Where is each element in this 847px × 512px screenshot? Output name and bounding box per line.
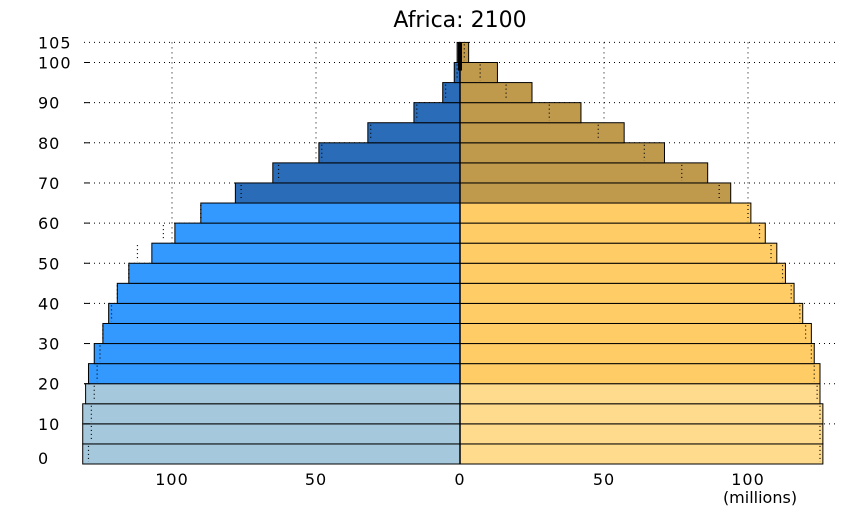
y-tick-label: 70 [38,174,60,193]
male-bar [234,182,461,204]
male-bar [82,423,461,445]
male-bar [272,162,461,184]
male-bar [93,343,461,365]
male-bar [85,383,461,405]
comparison-markers [87,44,821,462]
y-tick-label: 0 [38,449,49,468]
y-axis-ticks: 0 10 20 30 40 50 60 70 80 90 100 105 [38,33,90,468]
male-bar [174,222,461,244]
male-bar [200,202,461,224]
female-bar [459,182,732,204]
female-bar [459,343,815,365]
y-tick-label: 30 [38,335,60,354]
female-bar [459,282,795,304]
female-bars [459,41,824,465]
female-bar [459,403,824,425]
male-bar [82,403,461,425]
male-bar [82,443,461,465]
chart-title: Africa: 2100 [393,8,526,33]
y-tick-label: 80 [38,134,60,153]
x-tick-label: 100 [155,470,189,489]
female-bar [459,222,766,244]
female-bar [459,82,533,104]
female-bar [459,242,778,264]
female-bar [459,142,665,164]
y-tick-label: 10 [38,415,60,434]
x-axis-ticks: 100 50 0 50 100 [155,470,765,489]
x-tick-label: 50 [305,470,327,489]
x-tick-label: 50 [593,470,615,489]
male-bar [413,102,461,124]
female-bar [459,363,821,385]
female-bar [459,262,786,284]
male-bar [102,322,461,345]
y-tick-label: 40 [38,294,60,313]
female-bar [459,122,625,144]
female-bar [459,423,824,445]
female-bar [459,322,812,345]
male-bar [151,242,461,264]
x-tick-label: 100 [731,470,765,489]
male-bar [318,142,461,164]
y-tick-label: 20 [38,375,60,394]
x-tick-label: 0 [454,470,465,489]
y-tick-label: 105 [38,33,72,52]
female-bar [459,62,498,84]
male-bar [367,122,461,144]
female-bar [459,302,804,324]
male-bar [128,262,461,284]
male-bar [108,302,461,324]
male-bar [116,282,461,304]
female-bar [459,162,709,184]
y-tick-label: 90 [38,94,60,113]
y-tick-label: 100 [38,54,72,73]
x-unit-label: (millions) [723,488,797,507]
female-bar [459,102,582,124]
male-bars [82,41,461,465]
y-tick-label: 50 [38,254,60,273]
y-tick-label: 60 [38,214,60,233]
female-bar [459,202,752,224]
female-bar [459,383,821,405]
female-bar [459,443,824,465]
male-bar [87,363,461,385]
